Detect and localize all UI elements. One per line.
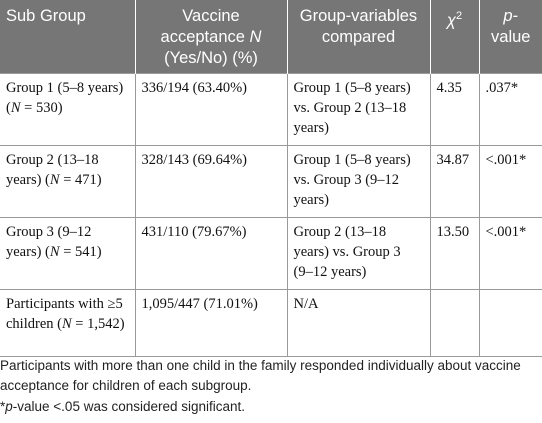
header-p-value: p-value <box>478 0 542 74</box>
cell-sub-group: Group 3 (9–12 years) (N = 541) <box>0 217 136 290</box>
footnote-significance: *p-value <.05 was considered significant… <box>0 399 246 414</box>
cell-acceptance: 328/143 (69.64%) <box>134 145 288 218</box>
cell-sub-group: Participants with ≥5 children (N = 1,542… <box>0 289 136 357</box>
header-sub-group: Sub Group <box>0 0 135 74</box>
table-footnotes: Participants with more than one child in… <box>0 356 542 417</box>
cell-p: <.001* <box>478 217 542 290</box>
cell-chi: 4.35 <box>429 73 480 146</box>
results-table: Sub Group Vaccine acceptance N (Yes/No) (… <box>0 0 542 357</box>
cell-acceptance: 1,095/447 (71.01%) <box>134 289 288 357</box>
cell-sub-group: Group 1 (5–8 years) (N = 530) <box>0 73 136 146</box>
cell-p: <.001* <box>478 145 542 218</box>
header-vaccine-acceptance: Vaccine acceptance N (Yes/No) (%) <box>134 0 287 74</box>
cell-acceptance: 431/110 (79.67%) <box>134 217 288 290</box>
cell-chi: 13.50 <box>429 217 480 290</box>
table-row: Participants with ≥5 children (N = 1,542… <box>0 289 542 357</box>
table-row: Group 2 (13–18 years) (N = 471) 328/143 … <box>0 145 542 218</box>
cell-compared: Group 2 (13–18 years) vs. Group 3 (9–12 … <box>286 217 431 290</box>
table-header-row: Sub Group Vaccine acceptance N (Yes/No) (… <box>0 0 542 74</box>
cell-compared: N/A <box>286 289 431 357</box>
cell-sub-group: Group 2 (13–18 years) (N = 471) <box>0 145 136 218</box>
cell-compared: Group 1 (5–8 years) vs. Group 2 (13–18 y… <box>286 73 431 146</box>
table-row: Group 3 (9–12 years) (N = 541) 431/110 (… <box>0 217 542 290</box>
cell-p <box>478 289 542 357</box>
cell-p: .037* <box>478 73 542 146</box>
cell-acceptance: 336/194 (63.40%) <box>134 73 288 146</box>
header-group-variables: Group-variables compared <box>286 0 430 74</box>
header-chi-square: χ2 <box>429 0 479 74</box>
footnote-participants: Participants with more than one child in… <box>0 358 521 393</box>
table-row: Group 1 (5–8 years) (N = 530) 336/194 (6… <box>0 73 542 146</box>
cell-compared: Group 1 (5–8 years) vs. Group 3 (9–12 ye… <box>286 145 431 218</box>
cell-chi: 34.87 <box>429 145 480 218</box>
cell-chi <box>429 289 480 357</box>
